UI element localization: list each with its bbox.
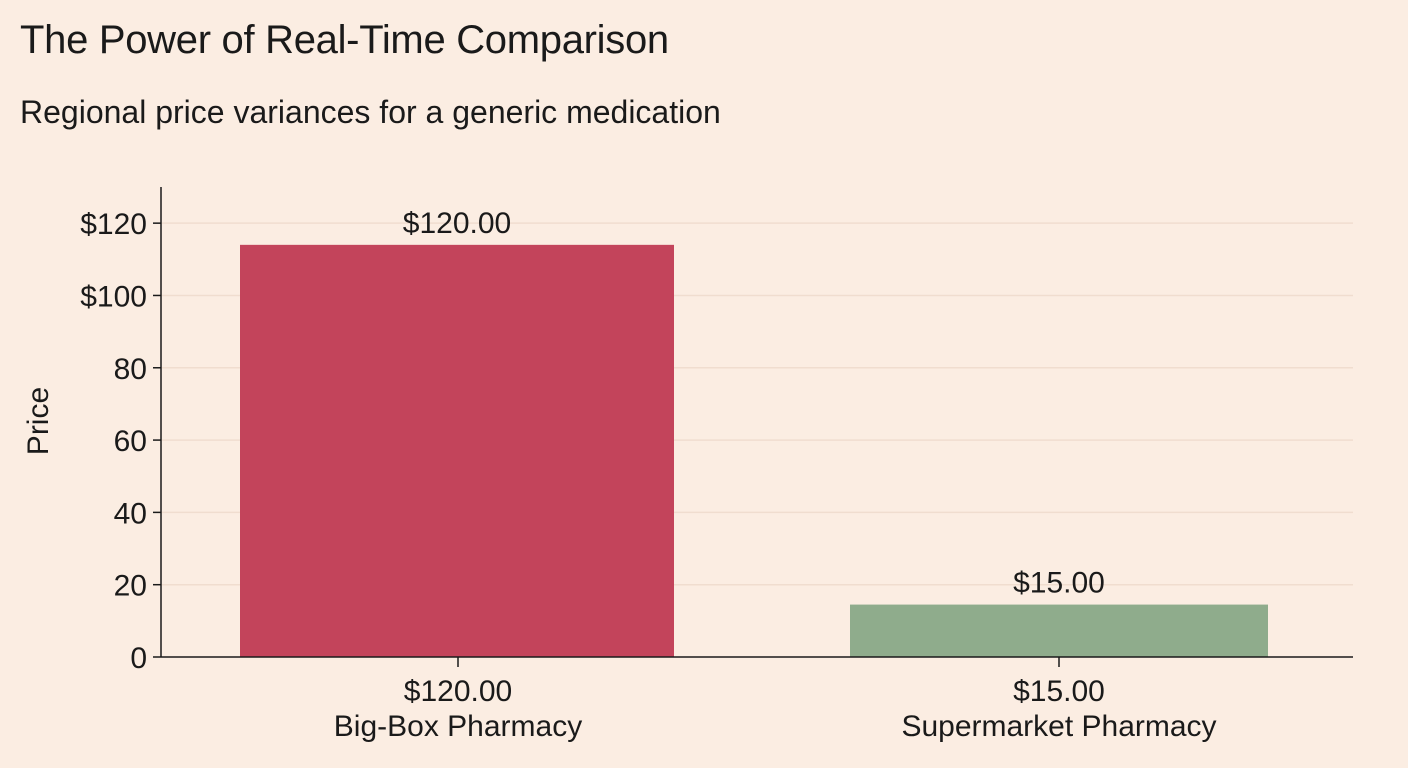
y-tick-label: $120 — [80, 208, 147, 241]
y-tick-label: 40 — [114, 497, 147, 530]
bar — [240, 244, 674, 657]
x-tick-value-label: $120.00 — [404, 675, 512, 708]
bars — [240, 244, 1268, 657]
x-tick-value-label: $15.00 — [1013, 675, 1105, 708]
bar — [850, 604, 1268, 657]
bar-value-label: $120.00 — [403, 207, 511, 240]
bar-value-label: $15.00 — [1013, 567, 1105, 600]
chart-title: The Power of Real-Time Comparison — [20, 18, 669, 62]
y-tick-label: $100 — [80, 280, 147, 313]
y-tick-label: 20 — [114, 570, 147, 603]
y-tick-label: 60 — [114, 425, 147, 458]
chart-subtitle: Regional price variances for a generic m… — [20, 94, 721, 130]
x-tick-category-label: Supermarket Pharmacy — [901, 710, 1216, 743]
x-tick-category-label: Big-Box Pharmacy — [334, 710, 582, 743]
y-tick-label: 80 — [114, 353, 147, 386]
axes — [153, 187, 1353, 667]
y-tick-label: 0 — [130, 642, 147, 675]
y-axis-label: Price — [22, 387, 55, 455]
